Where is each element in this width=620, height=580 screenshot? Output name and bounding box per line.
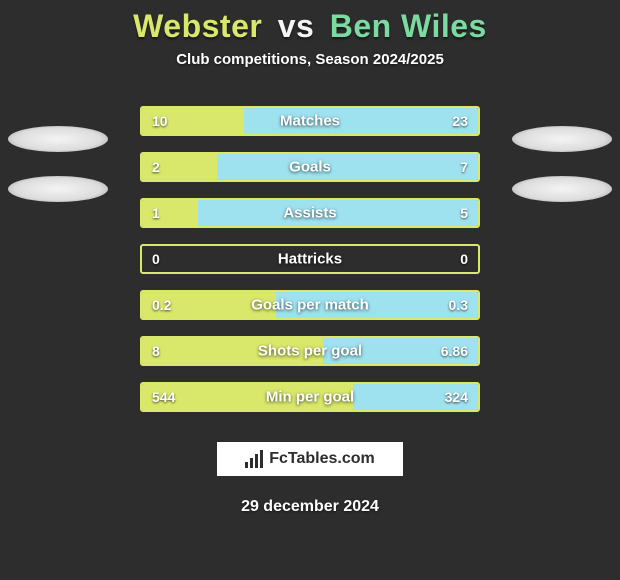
stat-fill-right — [198, 200, 478, 226]
stat-label: Min per goal — [266, 389, 354, 406]
footer-date: 29 december 2024 — [241, 498, 379, 516]
player2-name: Ben Wiles — [330, 8, 487, 44]
stat-row: 1 5 Assists — [140, 198, 480, 228]
stat-label: Goals per match — [251, 297, 369, 314]
stat-row: 544 324 Min per goal — [140, 382, 480, 412]
stat-value-left: 8 — [152, 343, 160, 359]
stat-row: 0.2 0.3 Goals per match — [140, 290, 480, 320]
stat-fill-left — [142, 200, 198, 226]
brand-text: FcTables.com — [269, 450, 375, 468]
stat-value-right: 23 — [452, 113, 468, 129]
stat-value-right: 0.3 — [449, 297, 468, 313]
decorative-ellipse — [512, 176, 612, 202]
subtitle: Club competitions, Season 2024/2025 — [176, 51, 444, 68]
stat-value-right: 324 — [445, 389, 468, 405]
page-title: Webster vs Ben Wiles — [133, 8, 487, 45]
stat-value-left: 0.2 — [152, 297, 171, 313]
stat-row: 2 7 Goals — [140, 152, 480, 182]
stat-value-right: 5 — [460, 205, 468, 221]
decorative-ellipse — [8, 126, 108, 152]
stat-value-left: 0 — [152, 251, 160, 267]
stat-row: 0 0 Hattricks — [140, 244, 480, 274]
stat-label: Goals — [289, 159, 331, 176]
stat-value-left: 10 — [152, 113, 168, 129]
brand-logo: FcTables.com — [215, 440, 405, 478]
stat-label: Assists — [283, 205, 336, 222]
player1-name: Webster — [133, 8, 262, 44]
barchart-icon — [245, 450, 263, 468]
decorative-ellipse — [512, 126, 612, 152]
stat-rows: 10 23 Matches 2 7 Goals 1 5 Assists 0 0 Hattricks 0.… — [0, 106, 620, 412]
vs-label: vs — [278, 8, 315, 44]
stat-fill-right — [217, 154, 478, 180]
stat-row: 10 23 Matches — [140, 106, 480, 136]
stat-row: 8 6.86 Shots per goal — [140, 336, 480, 366]
stat-value-left: 544 — [152, 389, 175, 405]
stat-value-right: 7 — [460, 159, 468, 175]
stat-value-left: 1 — [152, 205, 160, 221]
stat-value-left: 2 — [152, 159, 160, 175]
decorative-ellipse — [8, 176, 108, 202]
stat-value-right: 0 — [460, 251, 468, 267]
stat-fill-right — [244, 108, 478, 134]
comparison-card: Webster vs Ben Wiles Club competitions, … — [0, 0, 620, 580]
stat-label: Hattricks — [278, 251, 342, 268]
stat-label: Shots per goal — [258, 343, 362, 360]
stat-value-right: 6.86 — [441, 343, 468, 359]
stat-label: Matches — [280, 113, 340, 130]
